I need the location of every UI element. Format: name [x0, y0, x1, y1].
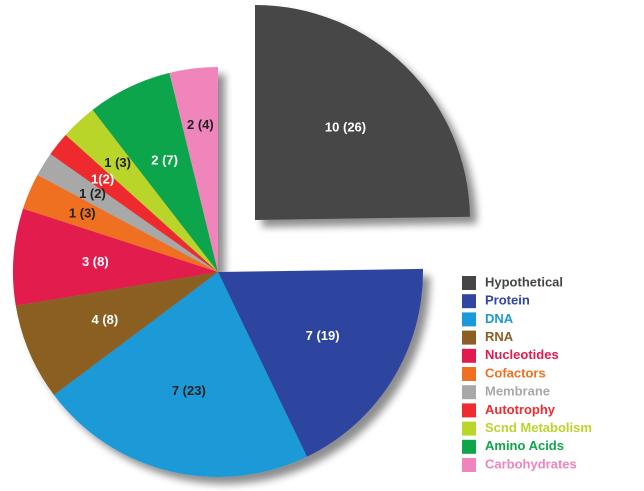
pie [12, 5, 470, 478]
slice-label: 1 (2) [79, 186, 106, 201]
slice-label: 1 (3) [69, 205, 96, 220]
legend-label: Autotrophy [485, 402, 556, 417]
legend-swatch [462, 403, 476, 418]
legend-swatch [462, 330, 476, 345]
legend-label: Scnd Metabolism [485, 420, 592, 435]
legend-label: Protein [485, 293, 530, 308]
legend-swatch [462, 367, 476, 381]
legend-swatch [462, 385, 476, 400]
legend-label: Hypothetical [485, 274, 563, 289]
pie-slice [255, 5, 470, 220]
legend-swatch [462, 421, 476, 436]
slice-label: 4 (8) [92, 312, 119, 327]
pie-slice [92, 72, 218, 272]
pie-slice [12, 208, 218, 306]
legend-label: RNA [485, 329, 514, 344]
legend-label: Carbohydrates [485, 456, 577, 471]
slice-label: 3 (8) [82, 254, 109, 269]
legend-label: DNA [485, 311, 514, 326]
legend-label: Amino Acids [485, 438, 564, 453]
legend-swatch [462, 458, 476, 472]
legend-swatch [462, 294, 476, 309]
pie-slice [65, 109, 219, 272]
legend-swatch [462, 348, 476, 363]
pie-slice [53, 272, 307, 478]
legend-swatch [462, 439, 476, 454]
pie-slice [15, 272, 219, 395]
legend-label: Membrane [485, 384, 550, 399]
slice-label: 10 (26) [325, 120, 366, 135]
slice-label: 1(2) [91, 171, 114, 186]
slice-label: 7 (23) [172, 383, 206, 398]
slice-label: 2 (4) [187, 117, 214, 132]
pie-slice [37, 153, 218, 272]
slice-label: 1 (3) [104, 155, 131, 170]
pie-slice [50, 134, 219, 272]
legend-label: Nucleotides [485, 347, 559, 362]
pie-slice [169, 67, 218, 272]
legend-label: Cofactors [485, 365, 546, 380]
slice-label: 2 (7) [151, 153, 178, 168]
slice-label: 7 (19) [306, 328, 340, 343]
pie-slice [23, 174, 218, 272]
legend-swatch [462, 276, 476, 290]
legend-swatch [462, 312, 476, 327]
pie-slice [218, 268, 423, 457]
